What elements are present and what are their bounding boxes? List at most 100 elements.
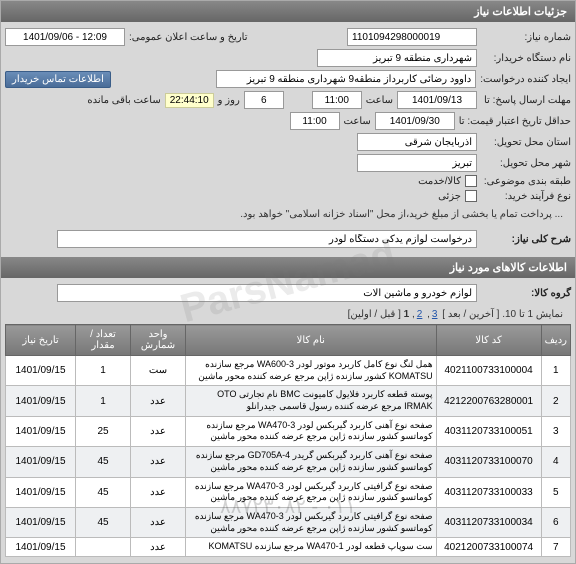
table-cell: 2 (541, 386, 570, 416)
table-cell: 4021200733100074 (436, 538, 541, 557)
valid-date-input[interactable] (375, 112, 455, 130)
goods-checkbox[interactable] (465, 175, 477, 187)
label-province: استان محل تحویل: (481, 137, 571, 148)
pub-date-input[interactable] (5, 28, 125, 46)
table-cell: صفحه نوع گرافیتی کاربرد گیربکس لودر WA47… (186, 477, 437, 507)
table-cell: 1401/09/15 (6, 416, 76, 446)
label-remaining: ساعت باقی مانده (87, 95, 160, 106)
th-row[interactable]: ردیف (541, 325, 570, 356)
table-cell: صفحه نوع آهنی کاربرد گیربکس گریدر GD705A… (186, 447, 437, 477)
goods-header: اطلاعات کالاهای مورد نیاز (1, 257, 575, 278)
table-row[interactable]: 64031120733100034صفحه نوع گرافیتی کاربرد… (6, 507, 571, 537)
table-cell: 45 (76, 447, 131, 477)
table-cell: عدد (131, 447, 186, 477)
reply-date-input[interactable] (397, 91, 477, 109)
pag-text2: [ قبل / اولین] (348, 309, 401, 320)
days-input[interactable] (244, 91, 284, 109)
table-row[interactable]: 74021200733100074ست سوپاپ قطعه لودر WA47… (6, 538, 571, 557)
table-cell: 6 (541, 507, 570, 537)
th-name[interactable]: نام کالا (186, 325, 437, 356)
countdown: 22:44:10 (165, 93, 214, 108)
table-cell: 1401/09/15 (6, 356, 76, 386)
valid-time-input[interactable] (290, 112, 340, 130)
table-cell: 1 (76, 356, 131, 386)
city-input[interactable] (357, 154, 477, 172)
table-row[interactable]: 34031120733100051صفحه نوع آهنی کاربرد گی… (6, 416, 571, 446)
table-cell: 1401/09/15 (6, 538, 76, 557)
table-cell: عدد (131, 538, 186, 557)
table-cell: 7 (541, 538, 570, 557)
table-row[interactable]: 54031120733100033صفحه نوع گرافیتی کاربرد… (6, 477, 571, 507)
payment-note: ... پرداخت تمام یا بخشی از مبلغ خرید،از … (5, 205, 571, 224)
label-dayand: روز و (218, 95, 240, 106)
table-cell: 4021100733100004 (436, 356, 541, 386)
main-panel: جزئیات اطلاعات نیاز شماره نیاز: تاریخ و … (0, 0, 576, 564)
pag-text1: نمایش 1 تا 10. [ آخرین / بعد ] (442, 309, 563, 320)
table-cell: صفحه نوع گرافیتی کاربرد گیربکس لودر WA47… (186, 507, 437, 537)
label-hour1: ساعت (366, 95, 393, 106)
label-city: شهر محل تحویل: (481, 158, 571, 169)
table-cell: 1401/09/15 (6, 477, 76, 507)
table-cell: 4 (541, 447, 570, 477)
th-qty[interactable]: تعداد / مقدار (76, 325, 131, 356)
table-cell: 5 (541, 477, 570, 507)
pagination: نمایش 1 تا 10. [ آخرین / بعد ] 3, 2, 1 [… (5, 305, 571, 324)
table-cell: 4031120733100051 (436, 416, 541, 446)
table-cell: 25 (76, 416, 131, 446)
table-cell: صفحه نوع آهنی کاربرد گیربکس لودر WA470-3… (186, 416, 437, 446)
table-cell: عدد (131, 477, 186, 507)
label-process: نوع فرآیند خرید: (481, 191, 571, 202)
label-need-no: شماره نیاز: (481, 32, 571, 43)
main-header: جزئیات اطلاعات نیاز (1, 1, 575, 22)
label-deadline: مهلت ارسال پاسخ: تا (481, 95, 571, 106)
table-cell: 4031120733100033 (436, 477, 541, 507)
th-unit[interactable]: واحد شمارش (131, 325, 186, 356)
creator-input[interactable] (216, 70, 476, 88)
desc-input[interactable] (57, 230, 477, 248)
table-cell (76, 538, 131, 557)
table-header-row: ردیف کد کالا نام کالا واحد شمارش تعداد /… (6, 325, 571, 356)
reply-time-input[interactable] (312, 91, 362, 109)
table-cell: ست (131, 356, 186, 386)
label-topic: طبقه بندی موضوعی: (481, 176, 571, 187)
table-row[interactable]: 44031120733100070صفحه نوع آهنی کاربرد گی… (6, 447, 571, 477)
label-valid: حداقل تاریخ اعتبار قیمت: تا (459, 116, 571, 127)
table-cell: همل لنگ نوع کامل کاربرد موتور لودر WA600… (186, 356, 437, 386)
label-hour2: ساعت (344, 116, 371, 127)
table-cell: 45 (76, 477, 131, 507)
goods-group-input[interactable] (57, 284, 477, 302)
page-3-link[interactable]: 3 (432, 309, 438, 320)
partial-checkbox[interactable] (465, 190, 477, 202)
table-cell: 1 (541, 356, 570, 386)
need-no-input[interactable] (347, 28, 477, 46)
contact-button[interactable]: اطلاعات تماس خریدار (5, 71, 111, 88)
form-area: شماره نیاز: تاریخ و ساعت اعلان عمومی: نا… (1, 22, 575, 257)
label-goods-group: گروه کالا: (481, 288, 571, 299)
table-cell: 1401/09/15 (6, 447, 76, 477)
page-2-link[interactable]: 2 (417, 309, 423, 320)
label-creator: ایجاد کننده درخواست: (480, 74, 571, 85)
th-code[interactable]: کد کالا (436, 325, 541, 356)
table-cell: 1401/09/15 (6, 507, 76, 537)
label-buyer: نام دستگاه خریدار: (481, 53, 571, 64)
table-cell: 45 (76, 507, 131, 537)
table-row[interactable]: 14021100733100004همل لنگ نوع کامل کاربرد… (6, 356, 571, 386)
table-cell: عدد (131, 507, 186, 537)
partial-chk-label: جزئی (438, 191, 461, 202)
page-current: 1 (404, 309, 410, 320)
goods-table: ردیف کد کالا نام کالا واحد شمارش تعداد /… (5, 324, 571, 557)
table-cell: 4031120733100070 (436, 447, 541, 477)
table-cell: پوسته قطعه کاربرد فلایول کامیونت BMC نام… (186, 386, 437, 416)
table-cell: 4031120733100034 (436, 507, 541, 537)
province-input[interactable] (357, 133, 477, 151)
table-cell: 1 (76, 386, 131, 416)
table-cell: 4212200763280001 (436, 386, 541, 416)
th-date[interactable]: تاریخ نیاز (6, 325, 76, 356)
table-cell: 3 (541, 416, 570, 446)
table-cell: عدد (131, 416, 186, 446)
table-cell: ست سوپاپ قطعه لودر WA470-1 مرجع سازنده K… (186, 538, 437, 557)
buyer-input[interactable] (317, 49, 477, 67)
table-row[interactable]: 24212200763280001پوسته قطعه کاربرد فلایو… (6, 386, 571, 416)
table-cell: 1401/09/15 (6, 386, 76, 416)
table-cell: عدد (131, 386, 186, 416)
